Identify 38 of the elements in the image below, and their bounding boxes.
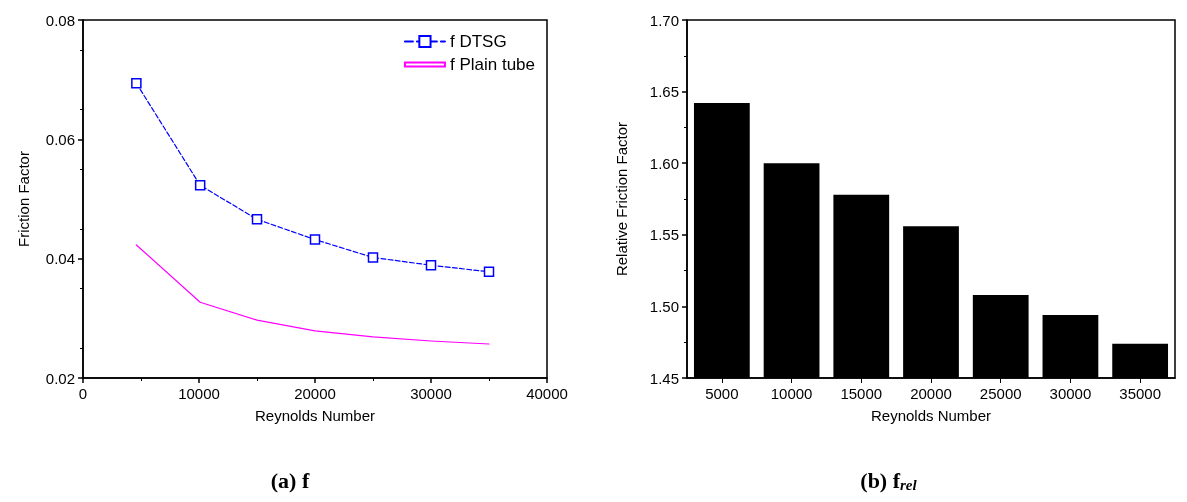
y-tick-label: 1.55 [649, 226, 679, 244]
y-tick-label: 0.04 [45, 250, 75, 268]
point [251, 214, 263, 225]
x-tick-label: 0 [78, 385, 88, 402]
line-series [135, 244, 490, 345]
y-axis-title: Friction Factor [15, 151, 32, 247]
point [131, 78, 142, 89]
y-tick-label: 1.65 [649, 83, 679, 101]
x-tick-label: 5000 [705, 385, 739, 402]
x-tick-label: 25000 [979, 385, 1022, 402]
x-tick-label: 30000 [410, 385, 452, 402]
point [194, 180, 206, 191]
x-tick-label: 10000 [178, 385, 220, 402]
y-tick-label: 1.45 [649, 369, 679, 387]
x-axis-title: Reynolds Number [870, 407, 992, 424]
y-tick-label: 0.02 [45, 369, 75, 387]
y-tick-label: 1.60 [649, 154, 679, 172]
legend-label: f DTSG [449, 32, 507, 51]
x-tick-label: 10000 [770, 385, 813, 402]
text: (b) frel [860, 467, 918, 493]
x-tick-label: 20000 [910, 385, 952, 402]
y-tick-label: 0.08 [45, 11, 75, 29]
legend-label: f Plain tube [449, 55, 535, 74]
x-tick-label: 40000 [526, 385, 568, 402]
y-axis-title: Relative Friction Factor [613, 121, 630, 277]
x-tick-label: 20000 [294, 385, 336, 402]
y-tick-label: 0.06 [45, 130, 75, 148]
y-tick-label: 1.50 [649, 297, 679, 315]
point [309, 234, 321, 245]
point [425, 259, 437, 271]
point [367, 252, 379, 263]
point [483, 266, 495, 278]
text: (a) f [270, 467, 310, 493]
y-tick-label: 1.70 [649, 11, 679, 29]
x-tick-label: 35000 [1119, 385, 1161, 402]
x-tick-label: 15000 [840, 385, 883, 402]
x-axis-title: Reynolds Number [254, 407, 376, 424]
x-tick-label: 30000 [1049, 385, 1092, 402]
